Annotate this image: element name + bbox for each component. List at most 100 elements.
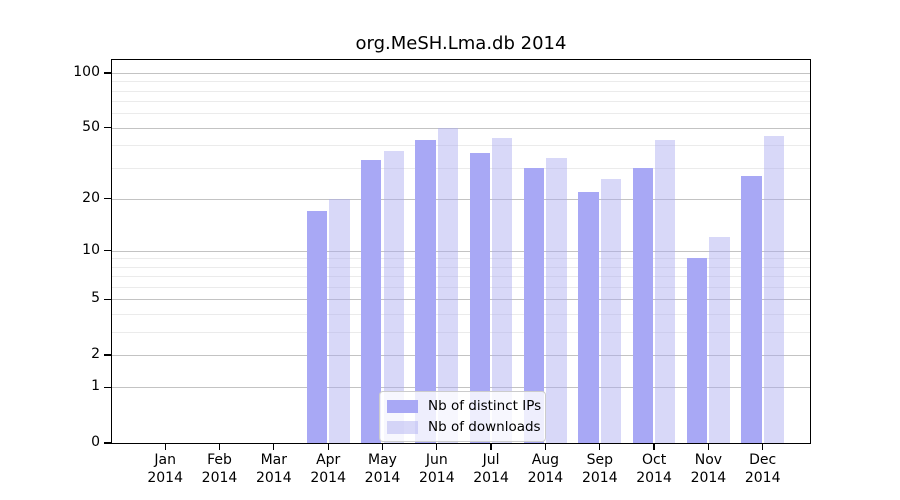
bar-distinct-ips bbox=[361, 160, 382, 443]
x-tick-mark bbox=[544, 444, 547, 450]
gridline-minor bbox=[112, 101, 810, 103]
x-axis-tick-label: Jan 2014 bbox=[137, 452, 193, 487]
y-axis-tick-label: 50 bbox=[82, 118, 100, 135]
x-tick-year: 2014 bbox=[310, 469, 346, 486]
gridline-major bbox=[112, 299, 810, 301]
x-tick-month: Nov bbox=[694, 452, 723, 468]
grid-layer bbox=[112, 60, 810, 443]
y-tick-mark bbox=[104, 127, 111, 129]
legend: Nb of distinct IPs Nb of downloads bbox=[379, 391, 546, 442]
y-axis-tick-label: 1 bbox=[91, 378, 100, 395]
gridline-major bbox=[112, 127, 810, 129]
x-tick-year: 2014 bbox=[364, 469, 401, 486]
x-tick-year: 2014 bbox=[147, 469, 183, 486]
x-tick-year: 2014 bbox=[255, 469, 292, 486]
y-axis-tick-label: 2 bbox=[91, 345, 100, 362]
x-tick-year: 2014 bbox=[581, 469, 618, 486]
x-tick-month: Sep bbox=[586, 452, 613, 468]
gridline-major bbox=[112, 198, 810, 200]
x-axis-tick-label: Aug 2014 bbox=[517, 452, 573, 487]
x-tick-year: 2014 bbox=[527, 469, 564, 486]
x-tick-mark bbox=[762, 444, 764, 450]
x-tick-year: 2014 bbox=[473, 469, 509, 486]
x-tick-mark bbox=[490, 444, 492, 450]
x-axis-tick-label: May 2014 bbox=[355, 452, 411, 487]
gridline-minor bbox=[112, 113, 810, 115]
bar-distinct-ips bbox=[741, 175, 762, 443]
gridline-minor bbox=[112, 286, 810, 288]
x-tick-mark bbox=[599, 444, 601, 450]
gridline-minor bbox=[112, 313, 810, 315]
x-axis-tick-label: Apr 2014 bbox=[300, 452, 356, 487]
bar-downloads bbox=[437, 127, 459, 443]
bar-distinct-ips bbox=[469, 153, 491, 443]
x-tick-month: Oct bbox=[641, 452, 667, 468]
bar-distinct-ips bbox=[687, 258, 708, 443]
bar-layer bbox=[112, 60, 810, 443]
x-tick-month: Jul bbox=[482, 452, 500, 468]
bar-distinct-ips bbox=[578, 191, 599, 443]
bar-downloads bbox=[383, 151, 404, 443]
x-tick-month: Dec bbox=[749, 452, 777, 468]
bar-distinct-ips bbox=[524, 167, 545, 443]
bar-downloads bbox=[546, 157, 567, 443]
x-tick-mark bbox=[653, 444, 655, 450]
legend-label-downloads: Nb of downloads bbox=[428, 419, 541, 435]
gridline-minor bbox=[112, 167, 810, 169]
legend-row-distinct-ips: Nb of distinct IPs bbox=[387, 398, 541, 414]
x-axis-tick-label: Mar 2014 bbox=[246, 452, 302, 487]
x-tick-month: May bbox=[368, 452, 397, 468]
gridline-major bbox=[112, 387, 810, 389]
legend-swatch-downloads bbox=[387, 420, 418, 434]
x-tick-month: Jun bbox=[425, 452, 448, 468]
y-tick-mark bbox=[104, 442, 111, 444]
plot-area bbox=[111, 59, 811, 444]
gridline-minor bbox=[112, 258, 810, 260]
bar-downloads bbox=[709, 237, 730, 443]
x-axis-tick-label: Nov 2014 bbox=[680, 452, 736, 487]
y-axis-tick-label: 100 bbox=[73, 63, 100, 80]
y-axis-tick-label: 20 bbox=[82, 189, 100, 206]
gridline-minor bbox=[112, 276, 810, 278]
legend-label-distinct-ips: Nb of distinct IPs bbox=[428, 398, 542, 414]
y-tick-mark bbox=[104, 298, 111, 300]
x-tick-month: Jan bbox=[154, 452, 176, 468]
gridline-minor bbox=[112, 266, 810, 268]
x-tick-year: 2014 bbox=[636, 469, 672, 486]
x-tick-month: Feb bbox=[207, 452, 232, 468]
y-tick-mark bbox=[104, 250, 111, 252]
gridline-major bbox=[112, 72, 810, 74]
x-tick-year: 2014 bbox=[418, 469, 455, 486]
gridline-minor bbox=[112, 331, 810, 333]
x-axis-tick-label: Oct 2014 bbox=[626, 452, 682, 487]
x-tick-mark bbox=[218, 444, 221, 450]
x-axis-tick-label: Feb 2014 bbox=[192, 452, 248, 487]
bar-distinct-ips bbox=[306, 211, 328, 443]
y-tick-mark bbox=[104, 386, 111, 389]
x-tick-mark bbox=[273, 444, 275, 450]
x-tick-year: 2014 bbox=[201, 469, 238, 486]
y-tick-mark bbox=[104, 354, 111, 356]
y-tick-mark bbox=[104, 198, 111, 200]
bar-downloads bbox=[763, 136, 785, 443]
x-axis-tick-label: Jun 2014 bbox=[409, 452, 465, 487]
x-axis-tick-label: Jul 2014 bbox=[463, 452, 519, 487]
x-tick-mark bbox=[164, 444, 166, 450]
x-tick-mark bbox=[707, 444, 710, 450]
gridline-minor bbox=[112, 145, 810, 147]
bar-downloads bbox=[655, 139, 676, 443]
bar-distinct-ips bbox=[415, 139, 436, 443]
bar-distinct-ips bbox=[632, 167, 654, 443]
bar-downloads bbox=[600, 178, 622, 443]
x-tick-mark bbox=[327, 444, 329, 450]
y-axis-tick-label: 5 bbox=[91, 290, 100, 307]
x-tick-year: 2014 bbox=[744, 469, 781, 486]
y-axis-tick-label: 0 bbox=[91, 434, 100, 450]
bar-downloads bbox=[492, 137, 513, 443]
gridline-minor bbox=[112, 90, 810, 92]
chart-title: org.MeSH.Lma.db 2014 bbox=[355, 33, 567, 54]
x-tick-month: Aug bbox=[531, 452, 560, 468]
x-tick-year: 2014 bbox=[690, 469, 727, 486]
x-tick-month: Apr bbox=[316, 452, 341, 468]
